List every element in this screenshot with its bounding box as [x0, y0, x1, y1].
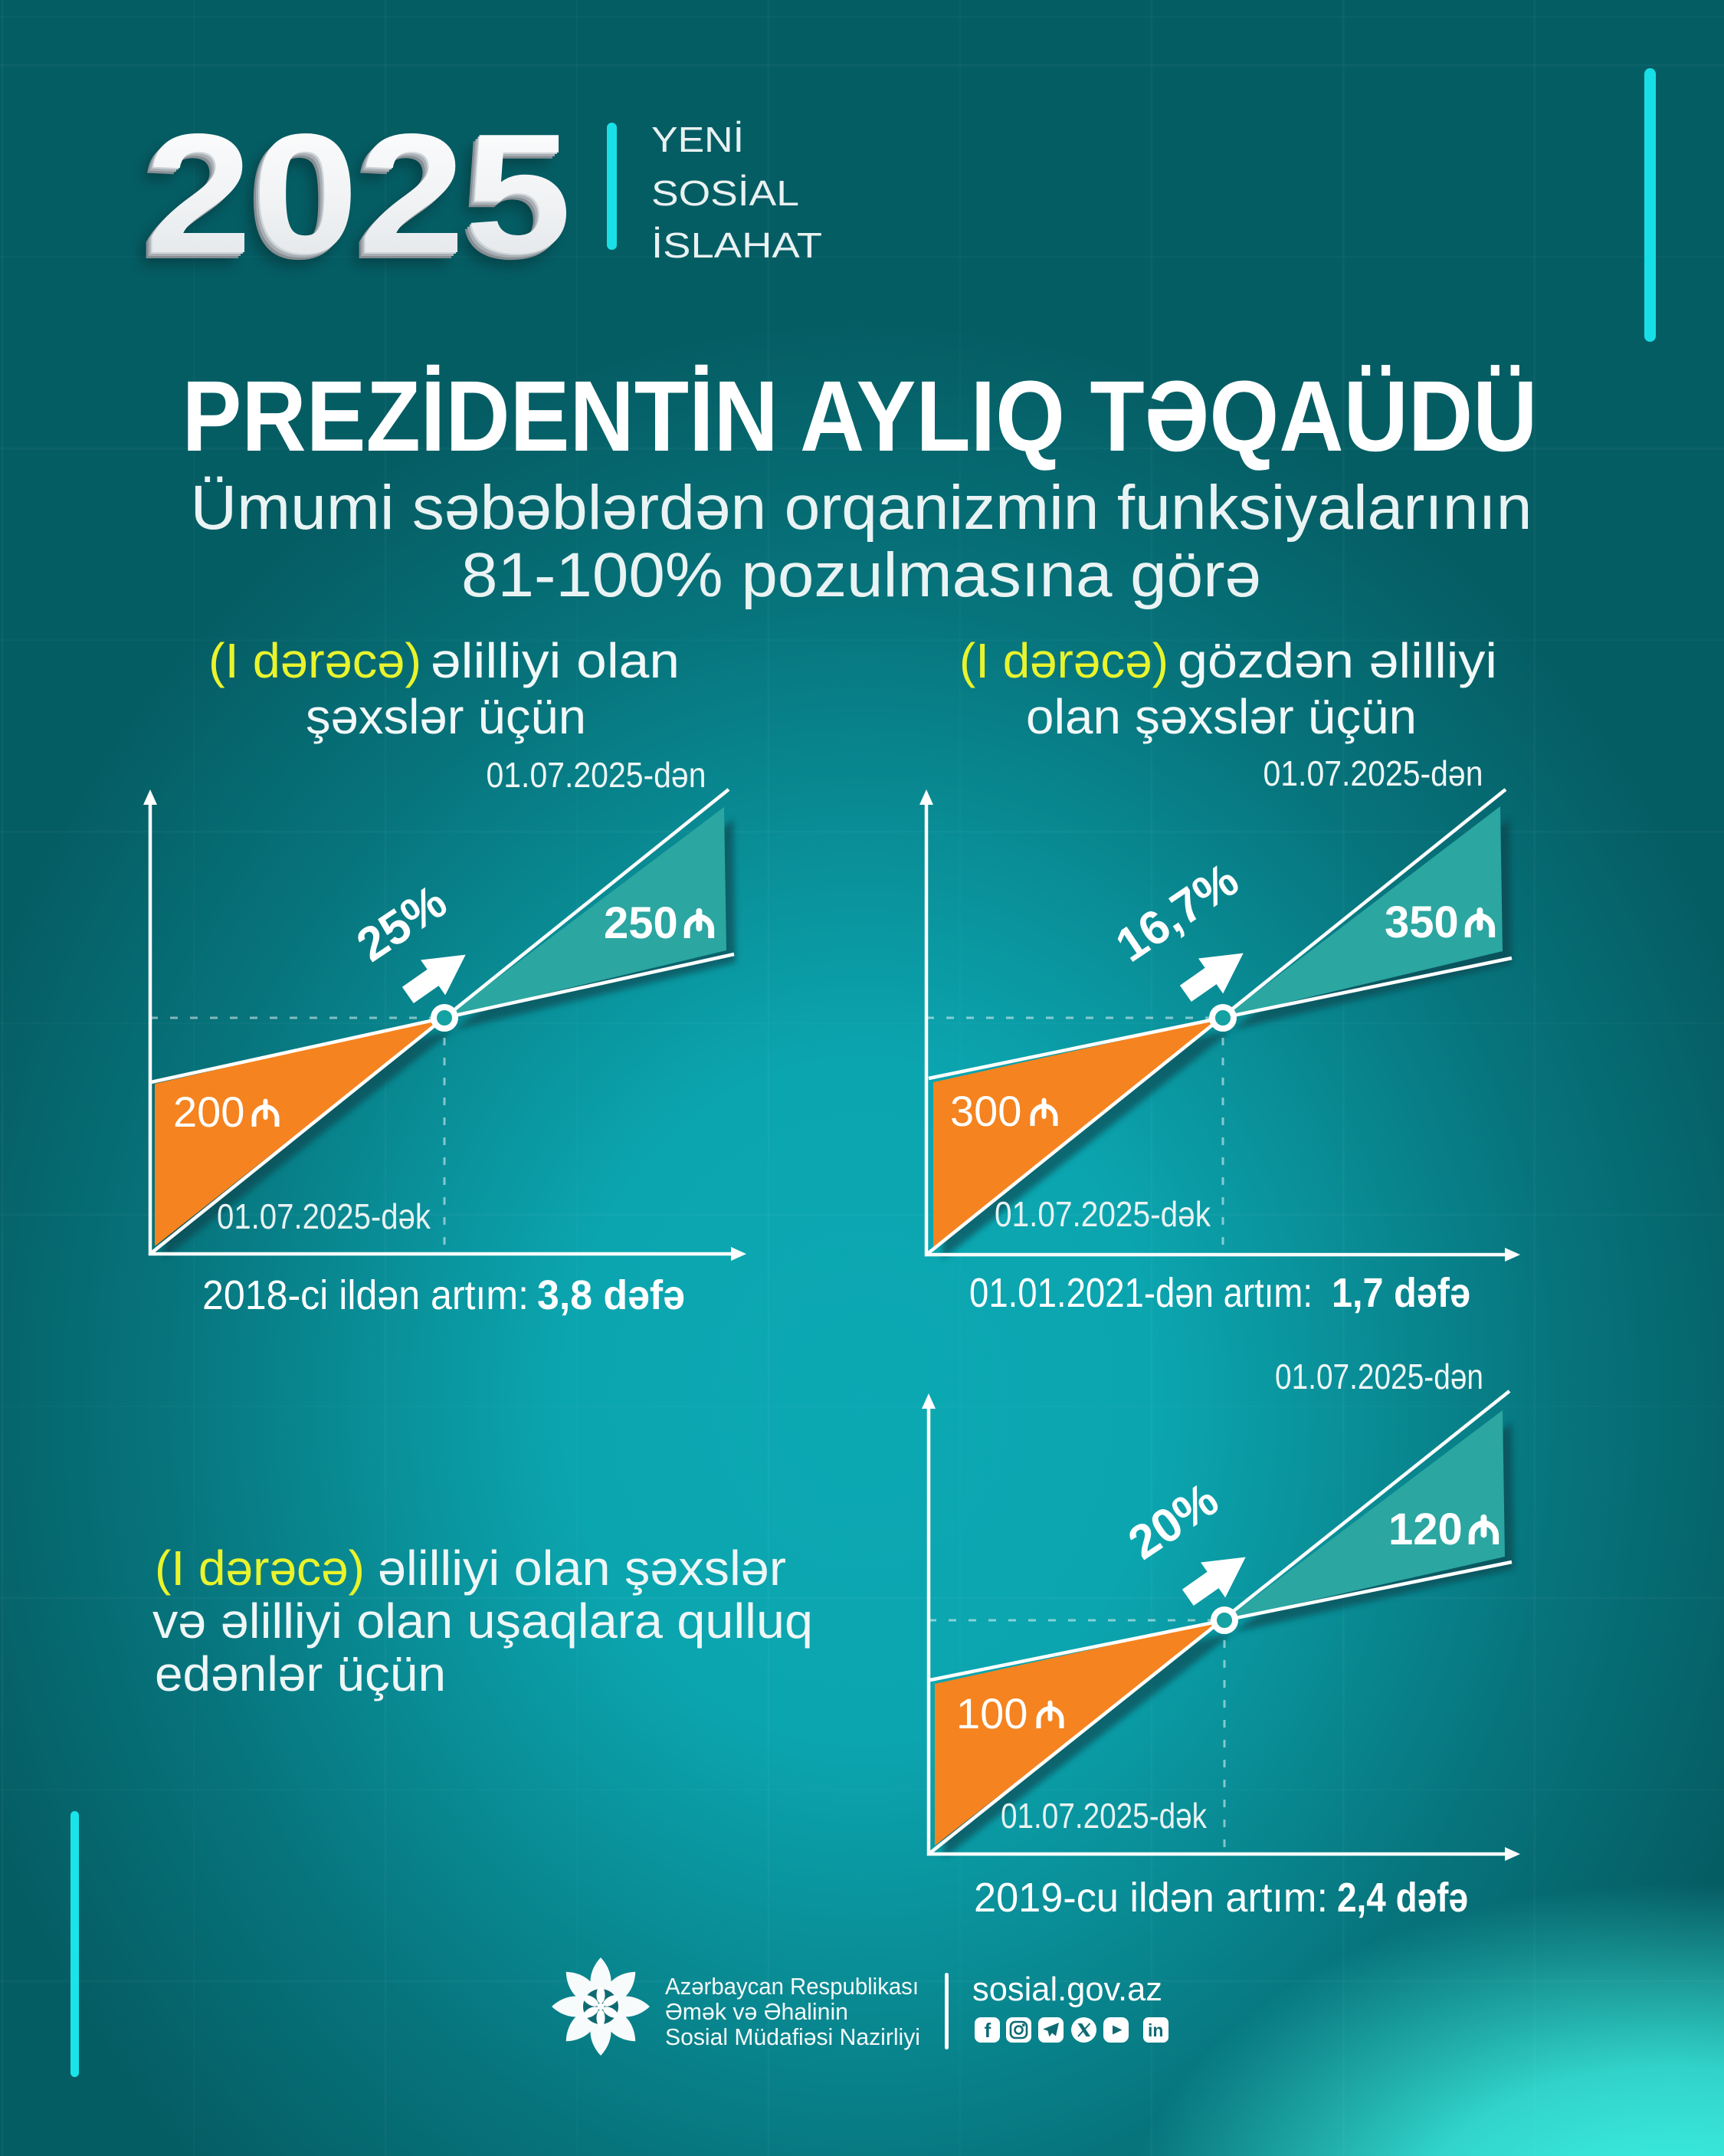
svg-text:01.07.2025-dək: 01.07.2025-dək	[995, 1194, 1211, 1234]
svg-text:edənlər üçün: edənlər üçün	[155, 1646, 446, 1702]
svg-text:(I dərəcə): (I dərəcə)	[208, 633, 421, 688]
svg-text:01.07.2025-dən: 01.07.2025-dən	[1264, 753, 1483, 793]
svg-text:2025: 2025	[144, 100, 570, 290]
svg-text:100: 100	[956, 1689, 1028, 1738]
svg-text:81-100% pozulmasına görə: 81-100% pozulmasına görə	[461, 540, 1261, 610]
svg-text:01.07.2025-dək: 01.07.2025-dək	[1001, 1796, 1208, 1836]
svg-text:olan şəxslər üçün: olan şəxslər üçün	[1026, 689, 1417, 744]
svg-text:350: 350	[1385, 898, 1459, 947]
svg-text:gözdən əlilliyi: gözdən əlilliyi	[1178, 633, 1497, 688]
svg-text:in: in	[1148, 2020, 1163, 2040]
svg-text:3,8 dəfə: 3,8 dəfə	[537, 1272, 685, 1318]
svg-text:16,7%: 16,7%	[1106, 853, 1247, 973]
svg-text:2019-cu ildən artım:: 2019-cu ildən artım:	[974, 1875, 1328, 1921]
svg-text:(I dərəcə): (I dərəcə)	[959, 633, 1168, 688]
svg-text:2018-ci ildən artım:: 2018-ci ildən artım:	[202, 1272, 529, 1318]
svg-text:20%: 20%	[1119, 1473, 1227, 1570]
svg-text:120: 120	[1388, 1505, 1463, 1554]
svg-text:əlilliyi olan: əlilliyi olan	[431, 633, 680, 688]
svg-text:İSLAHAT: İSLAHAT	[651, 225, 822, 265]
svg-text:250: 250	[604, 898, 678, 948]
svg-text:SOSİAL: SOSİAL	[651, 173, 799, 213]
svg-text:Sosial Müdafiəsi Nazirliyi: Sosial Müdafiəsi Nazirliyi	[665, 2023, 920, 2050]
svg-text:PREZİDENTİN AYLIQ TƏQAÜDÜ: PREZİDENTİN AYLIQ TƏQAÜDÜ	[182, 359, 1538, 472]
svg-text:2025: 2025	[135, 111, 561, 301]
svg-text:2025: 2025	[139, 105, 565, 295]
svg-text:300: 300	[950, 1087, 1021, 1135]
svg-text:(I dərəcə): (I dərəcə)	[155, 1541, 365, 1596]
svg-text:YENİ: YENİ	[651, 120, 744, 159]
svg-text:1,7 dəfə: 1,7 dəfə	[1332, 1270, 1470, 1316]
svg-text:2,4 dəfə: 2,4 dəfə	[1337, 1875, 1468, 1921]
svg-text:f: f	[985, 2019, 991, 2042]
svg-text:Əmək və Əhalinin: Əmək və Əhalinin	[665, 1998, 848, 2025]
svg-text:01.07.2025-dək: 01.07.2025-dək	[217, 1196, 431, 1236]
svg-text:2025: 2025	[146, 99, 572, 289]
svg-text:01.07.2025-dən: 01.07.2025-dən	[487, 755, 706, 795]
svg-text:Azərbaycan Respublikası: Azərbaycan Respublikası	[665, 1973, 919, 2000]
svg-text:şəxslər üçün: şəxslər üçün	[306, 689, 586, 744]
svg-text:Ümumi səbəblərdən orqanizmin f: Ümumi səbəblərdən orqanizmin funksiyalar…	[191, 473, 1532, 543]
svg-text:sosial.gov.az: sosial.gov.az	[972, 1971, 1162, 2008]
svg-text:01.01.2021-dən artım:: 01.01.2021-dən artım:	[969, 1270, 1313, 1316]
svg-text:200: 200	[173, 1088, 244, 1136]
svg-text:25%: 25%	[348, 875, 456, 973]
svg-text:2025: 2025	[142, 103, 568, 293]
svg-text:və əlilliyi olan uşaqlara qull: və əlilliyi olan uşaqlara qulluq	[152, 1593, 813, 1649]
svg-text:01.07.2025-dən: 01.07.2025-dən	[1275, 1357, 1483, 1396]
svg-text:əlilliyi olan şəxslər: əlilliyi olan şəxslər	[378, 1541, 786, 1596]
